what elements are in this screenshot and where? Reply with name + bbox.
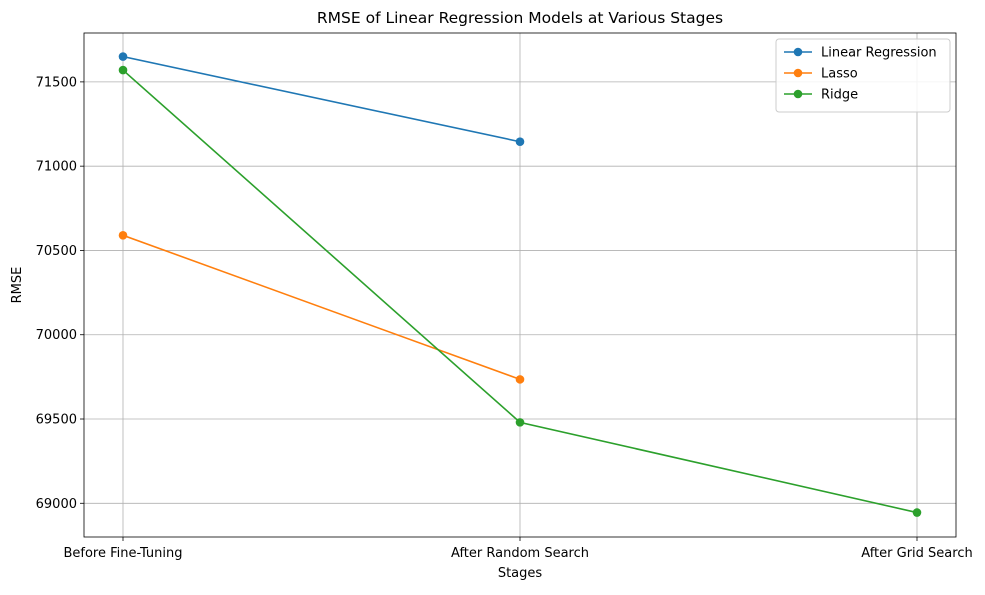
series-linear-regression <box>118 52 525 147</box>
legend-marker <box>793 89 803 99</box>
y-tick-label: 71000 <box>36 160 77 175</box>
data-point <box>515 418 525 427</box>
y-tick-label: 69500 <box>36 413 77 428</box>
y-tick-label: 69000 <box>36 497 77 512</box>
data-point <box>118 65 128 75</box>
series-line <box>122 55 521 143</box>
series-layer <box>118 52 922 517</box>
series-line <box>122 234 521 381</box>
ticks-layer: Before Fine-Tuning After Random Search Aft… <box>36 75 973 561</box>
legend-label: Ridge <box>821 88 858 103</box>
legend-marker <box>793 68 803 78</box>
chart-title: RMSE of Linear Regression Models at Vari… <box>317 9 723 27</box>
x-tick-label: Before Fine-Tuning <box>63 546 182 561</box>
data-point <box>515 137 525 147</box>
legend-item: Ridge <box>784 88 858 103</box>
legend-marker <box>793 47 803 57</box>
data-point <box>118 230 128 240</box>
data-point <box>118 52 128 61</box>
y-axis-label: RMSE <box>10 267 25 304</box>
data-point <box>515 375 525 384</box>
series-ridge <box>118 65 922 517</box>
legend-item: Lasso <box>784 67 858 82</box>
legend-item: Linear Regression <box>784 46 937 61</box>
legend: Linear Regression Lasso Ridge <box>775 38 951 113</box>
data-point <box>912 508 922 517</box>
x-tick-label: After Random Search <box>451 546 589 561</box>
x-tick-label: After Grid Search <box>861 546 972 561</box>
y-tick-label: 71500 <box>36 75 77 90</box>
legend-label: Linear Regression <box>821 46 937 61</box>
y-tick-label: 70500 <box>36 244 77 259</box>
x-axis-label: Stages <box>498 566 543 581</box>
legend-frame <box>775 38 951 113</box>
y-tick-label: 70000 <box>36 328 77 343</box>
legend-label: Lasso <box>821 67 858 82</box>
series-lasso <box>118 230 525 384</box>
